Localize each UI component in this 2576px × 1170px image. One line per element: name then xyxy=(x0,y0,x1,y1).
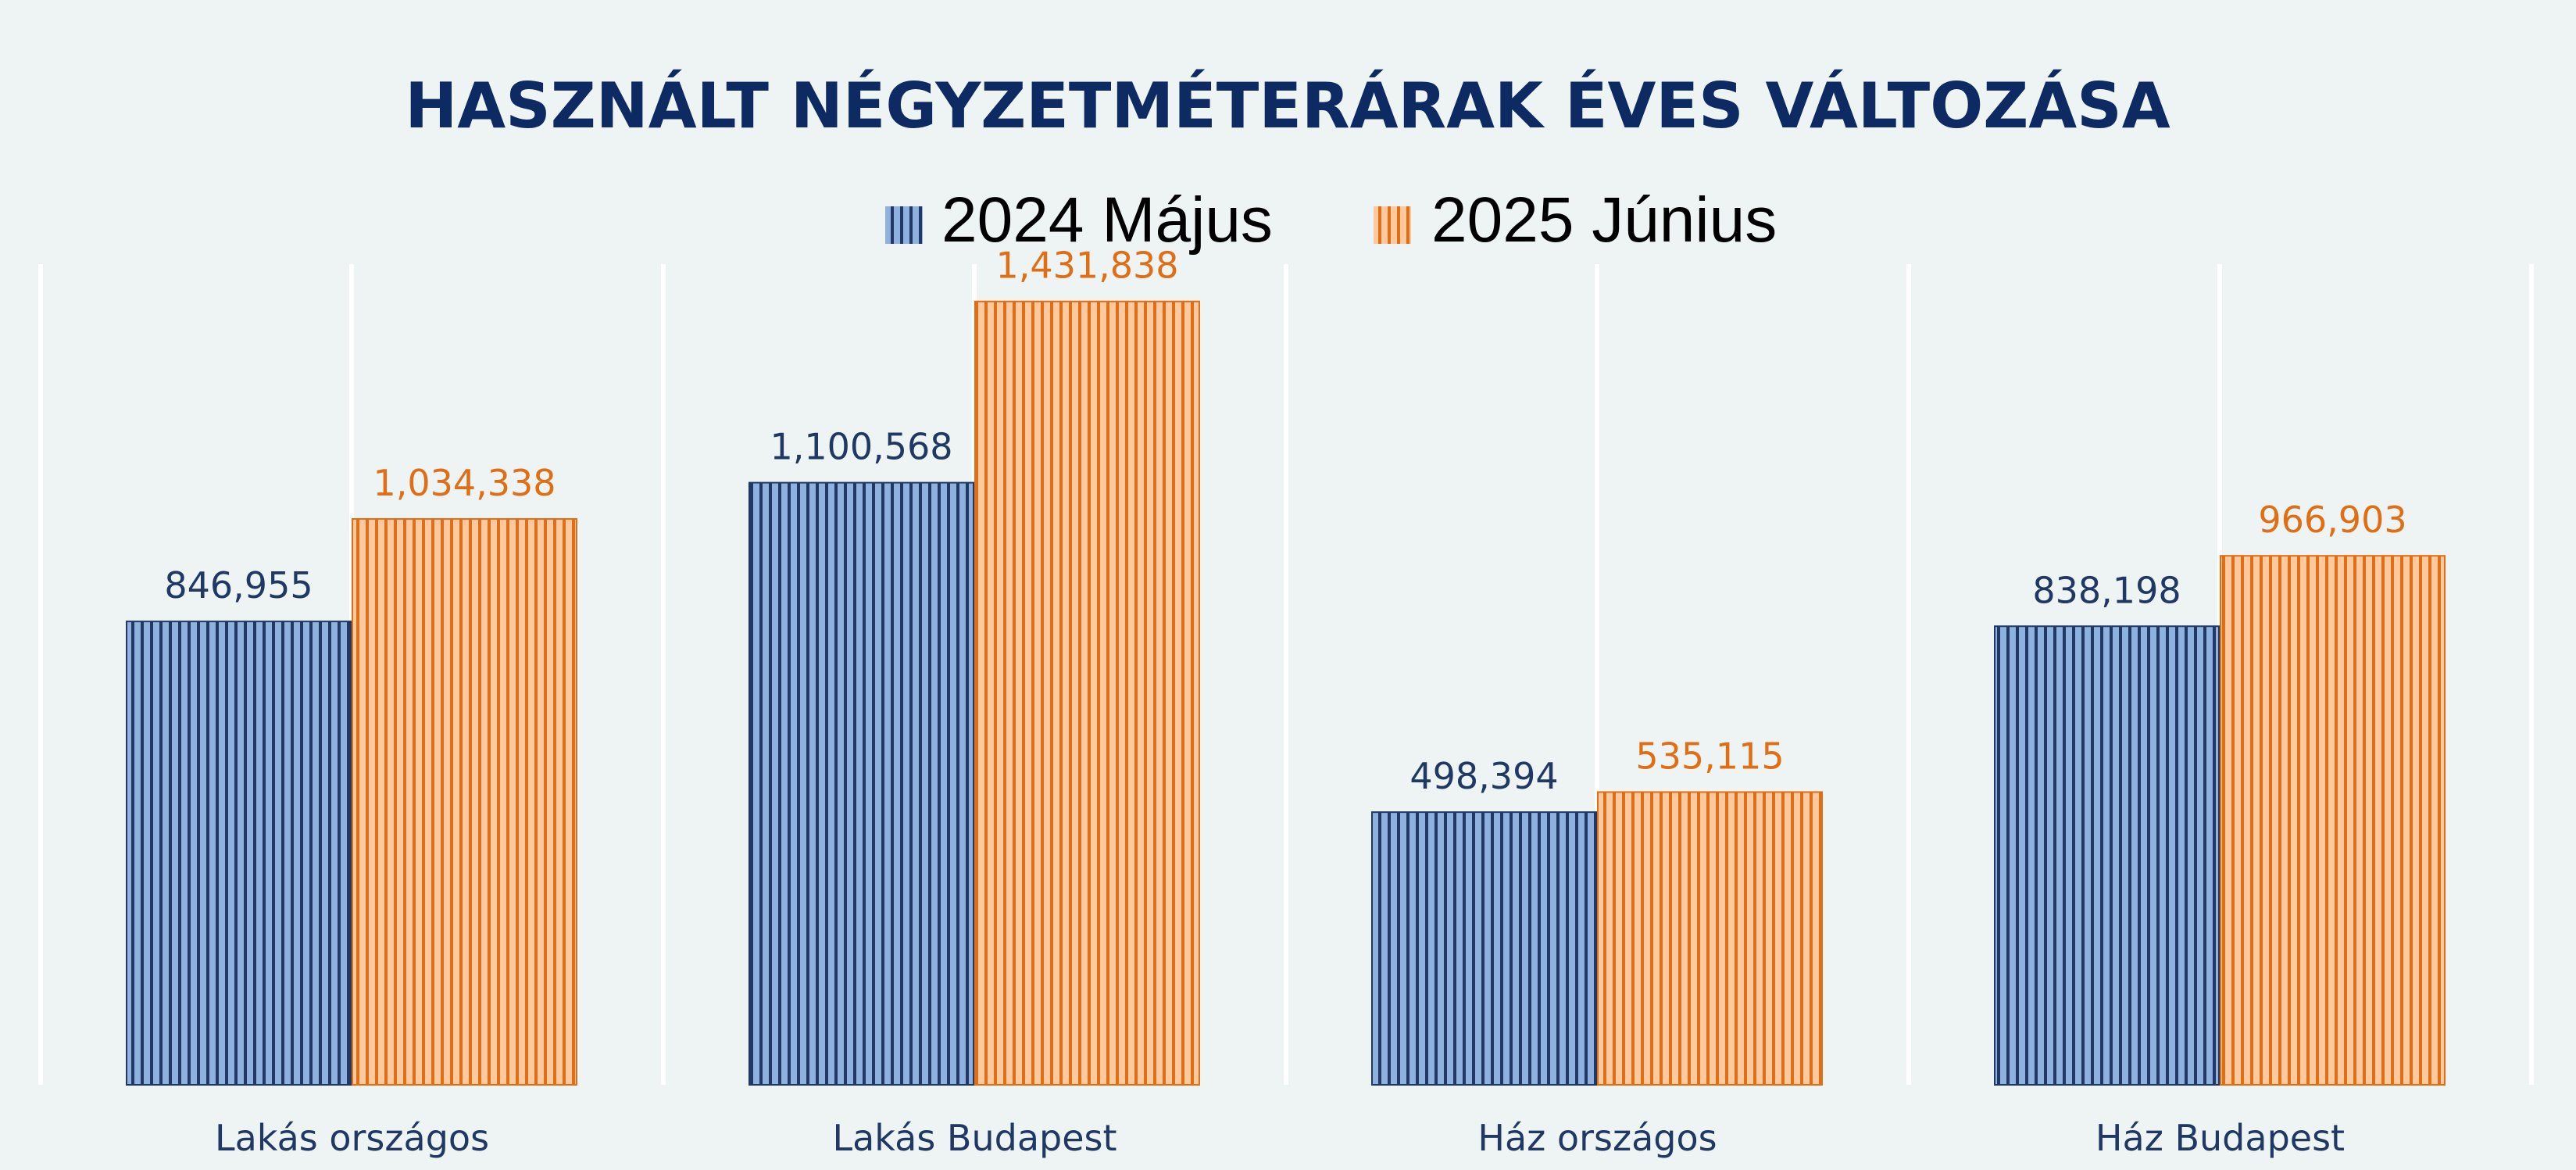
data-label-s2-2: 535,115 xyxy=(1635,735,1784,777)
legend-label-2025: 2025 Június xyxy=(1431,184,1777,256)
category-label-3: Ház Budapest xyxy=(2095,1117,2345,1159)
bar-s1-2 xyxy=(1371,811,1597,1086)
legend-swatch-2025 xyxy=(1374,206,1411,244)
bar-s2-1 xyxy=(974,300,1200,1086)
category-label-0: Lakás országos xyxy=(215,1117,489,1159)
bar-s1-1 xyxy=(749,481,974,1086)
data-label-s2-3: 966,903 xyxy=(2258,499,2406,541)
category-label-1: Lakás Budapest xyxy=(832,1117,1117,1159)
bar-s1-0 xyxy=(126,621,352,1086)
bar-s2-3 xyxy=(2220,555,2446,1086)
category-labels-group: Lakás országos Lakás Budapest Ház országos… xyxy=(215,1117,2345,1159)
legend-label-2024: 2024 Május xyxy=(941,184,1273,256)
data-label-s1-0: 846,955 xyxy=(164,564,313,606)
data-label-s2-0: 1,034,338 xyxy=(373,462,556,504)
data-labels-group: 846,955 1,034,338 1,100,568 1,431,838 498,39… xyxy=(164,245,2406,797)
legend: 2024 Május 2025 Június xyxy=(885,184,1777,256)
data-label-s1-2: 498,394 xyxy=(1409,755,1558,797)
bar-s2-0 xyxy=(352,517,577,1086)
bar-s1-3 xyxy=(1994,625,2220,1086)
data-label-s1-1: 1,100,568 xyxy=(770,426,952,468)
category-label-2: Ház országos xyxy=(1477,1117,1717,1159)
legend-swatch-2024 xyxy=(885,206,923,244)
chart-title: HASZNÁLT NÉGYZETMÉTERÁRAK ÉVES VÁLTOZÁSA xyxy=(405,69,2170,142)
data-label-s1-3: 838,198 xyxy=(2032,569,2181,611)
data-label-s2-1: 1,431,838 xyxy=(995,245,1178,287)
bar-s2-2 xyxy=(1597,791,1823,1086)
bars-group xyxy=(126,300,2446,1086)
